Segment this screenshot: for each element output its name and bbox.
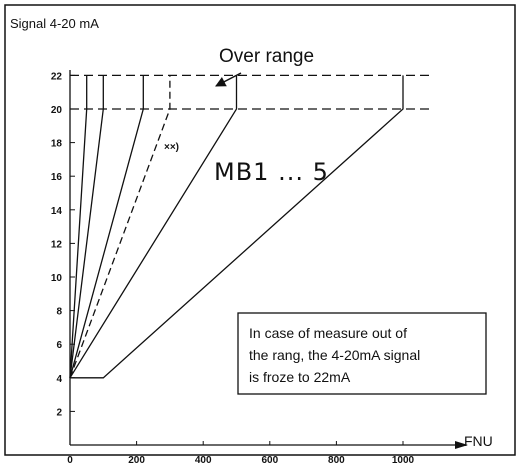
response-curve: [69, 75, 144, 378]
response-curve: [69, 75, 104, 378]
x-tick-label: 0: [67, 455, 73, 466]
x-tick-label: 600: [261, 455, 278, 466]
dashed-series-label: ××): [164, 142, 179, 153]
x-axis-arrow-icon: [455, 441, 468, 449]
y-tick-label: 6: [56, 340, 62, 351]
note-line-3: is froze to 22mA: [249, 369, 351, 385]
x-tick-label: 1000: [392, 455, 415, 466]
response-curve: [70, 75, 404, 379]
x-tick-label: 400: [195, 455, 212, 466]
x-tick-label: 800: [328, 455, 345, 466]
response-curve: [69, 75, 88, 378]
y-tick-label: 14: [51, 206, 63, 217]
y-tick-label: 2: [56, 407, 62, 418]
note-line-2: the rang, the 4-20mA signal: [249, 347, 420, 363]
chart-title: Over range: [219, 46, 314, 67]
series-group-label: MB1 ... 5: [214, 158, 329, 186]
response-curve: [69, 75, 171, 379]
response-curve: [69, 75, 238, 379]
note-box: [237, 312, 487, 395]
y-tick-label: 8: [56, 307, 62, 318]
note-line-1: In case of measure out of: [249, 325, 407, 341]
y-axis-label: Signal 4-20 mA: [10, 16, 99, 31]
y-tick-label: 20: [51, 105, 63, 116]
x-axis-label: FNU: [464, 433, 493, 449]
y-tick-label: 16: [51, 172, 63, 183]
y-tick-label: 22: [51, 71, 63, 82]
y-tick-label: 10: [51, 273, 63, 284]
y-tick-label: 12: [51, 239, 63, 250]
y-tick-label: 4: [56, 374, 62, 385]
over-range-arrow-icon: [215, 72, 242, 87]
y-tick-label: 18: [51, 139, 63, 150]
x-tick-label: 200: [128, 455, 145, 466]
